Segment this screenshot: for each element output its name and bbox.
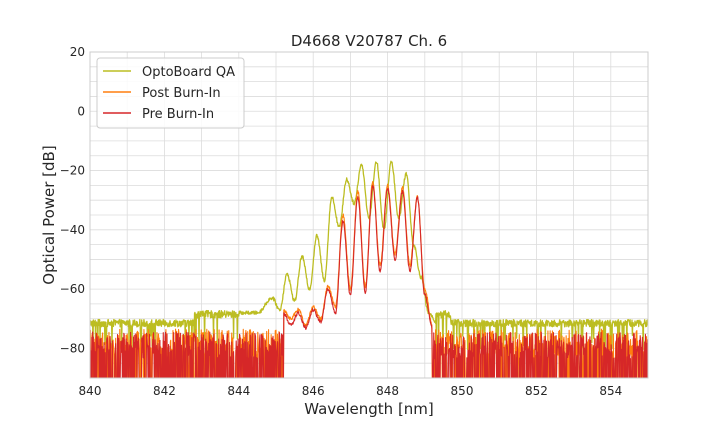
- x-tick-label: 848: [376, 384, 399, 398]
- chart-title: D4668 V20787 Ch. 6: [291, 32, 447, 50]
- y-tick-label: −40: [60, 223, 85, 237]
- y-tick-label: −60: [60, 282, 85, 296]
- x-axis-label: Wavelength [nm]: [304, 400, 434, 418]
- plot-frame: [89, 51, 649, 379]
- series-line-optoboard-qa: [90, 160, 648, 351]
- legend-label-optoboard-qa: OptoBoard QA: [142, 65, 235, 80]
- x-tick-label: 852: [525, 384, 548, 398]
- y-tick-label: −20: [60, 164, 85, 178]
- x-tick-label: 842: [153, 384, 176, 398]
- x-tick-label: 846: [302, 384, 325, 398]
- y-axis-label: Optical Power [dB]: [40, 145, 58, 284]
- y-tick-label: 20: [70, 45, 85, 59]
- y-tick-labels: 20 0 −20 −40 −60 −80: [60, 45, 85, 355]
- series-layer: [90, 160, 648, 378]
- legend: OptoBoard QA Post Burn-In Pre Burn-In: [96, 57, 245, 129]
- y-tick-label: 0: [77, 104, 85, 118]
- series-line-pre-burn-in: [90, 184, 648, 378]
- x-tick-label: 854: [599, 384, 622, 398]
- y-tick-label: −80: [60, 341, 85, 355]
- legend-label-pre-burn-in: Pre Burn-In: [142, 107, 214, 122]
- legend-box: [96, 57, 245, 129]
- x-tick-label: 844: [227, 384, 250, 398]
- x-tick-labels: 840 842 844 846 848 850 852 854: [79, 384, 623, 398]
- x-tick-label: 840: [79, 384, 102, 398]
- legend-label-post-burn-in: Post Burn-In: [142, 86, 221, 101]
- x-tick-label: 850: [451, 384, 474, 398]
